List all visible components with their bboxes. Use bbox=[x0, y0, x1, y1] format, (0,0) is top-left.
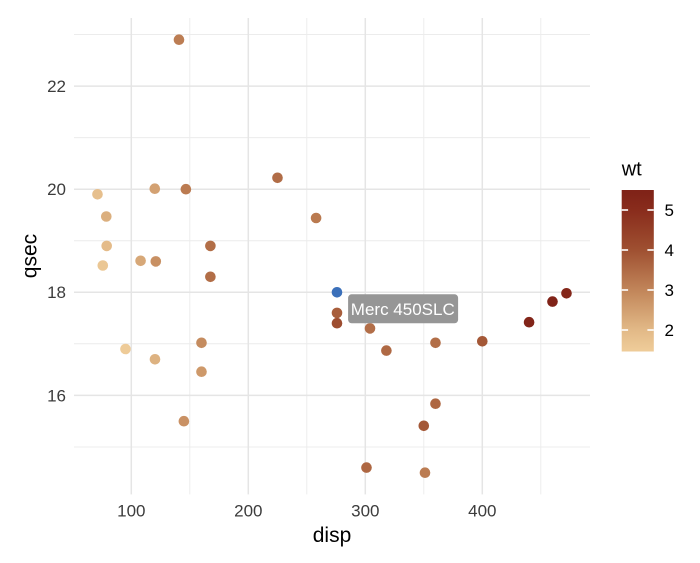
svg-text:wt: wt bbox=[621, 159, 642, 181]
svg-text:5: 5 bbox=[665, 201, 674, 220]
svg-text:16: 16 bbox=[47, 386, 66, 405]
svg-text:200: 200 bbox=[234, 501, 262, 520]
svg-text:300: 300 bbox=[351, 501, 379, 520]
svg-text:4: 4 bbox=[665, 241, 674, 260]
svg-text:100: 100 bbox=[117, 501, 145, 520]
svg-text:18: 18 bbox=[47, 283, 66, 302]
svg-text:22: 22 bbox=[47, 77, 66, 96]
svg-text:qsec: qsec bbox=[18, 234, 41, 278]
svg-text:400: 400 bbox=[468, 501, 496, 520]
svg-text:Merc 450SLC: Merc 450SLC bbox=[351, 300, 455, 319]
svg-text:3: 3 bbox=[665, 281, 674, 300]
svg-text:disp: disp bbox=[313, 524, 352, 547]
svg-text:2: 2 bbox=[665, 321, 674, 340]
svg-text:20: 20 bbox=[47, 180, 66, 199]
